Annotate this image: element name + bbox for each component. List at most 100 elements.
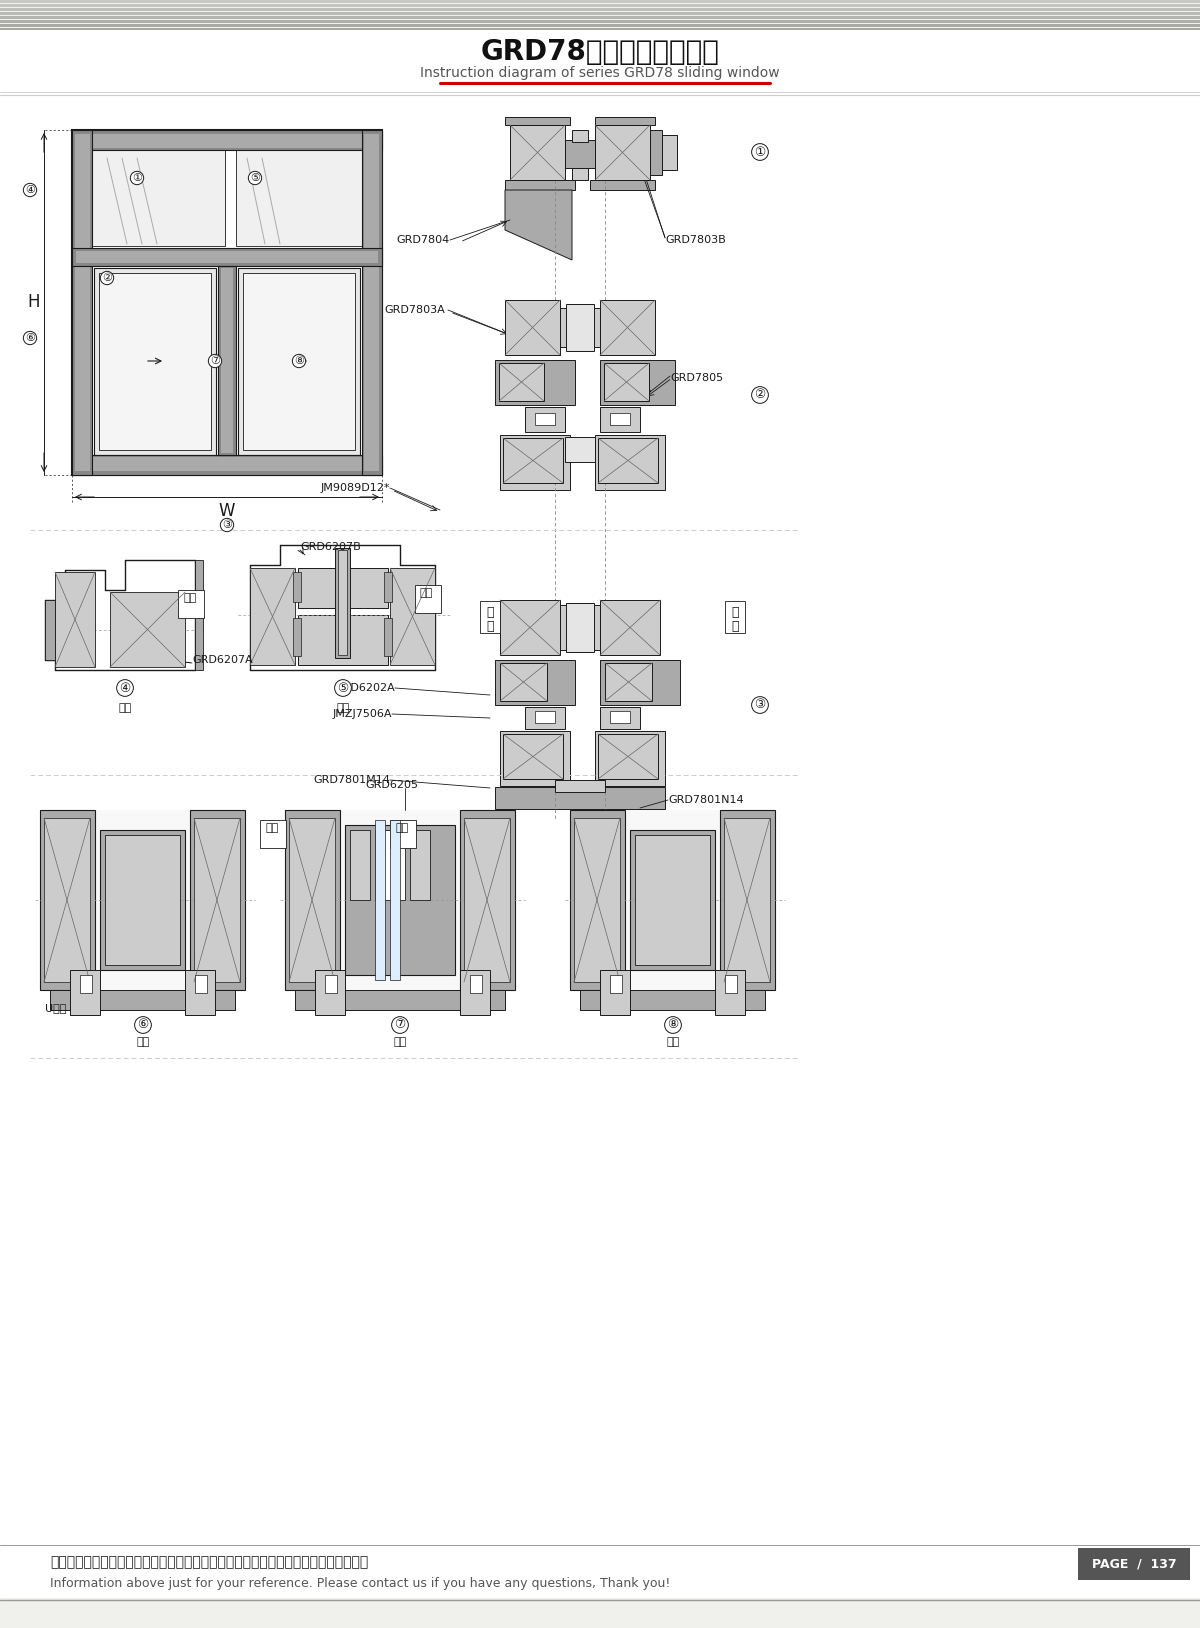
Text: 外: 外 [731, 620, 739, 633]
Bar [610, 711, 630, 723]
Text: GRD6205: GRD6205 [365, 780, 418, 790]
Bar [610, 414, 630, 425]
Bar [194, 817, 240, 982]
Bar [505, 300, 560, 355]
Bar [289, 817, 335, 982]
Bar [242, 274, 355, 449]
Bar [503, 734, 563, 780]
Bar [338, 550, 347, 654]
Bar [662, 135, 677, 169]
Text: GRD6207A: GRD6207A [192, 654, 253, 664]
Text: W: W [218, 501, 235, 519]
Bar [560, 308, 600, 347]
Bar [598, 438, 658, 484]
Text: H: H [28, 293, 41, 311]
Bar [325, 975, 337, 993]
Bar [286, 811, 340, 990]
Bar [605, 663, 652, 702]
Bar [72, 130, 382, 150]
Bar [298, 615, 388, 664]
Bar [238, 269, 360, 454]
Bar [298, 568, 388, 607]
Bar [650, 130, 662, 174]
Bar [526, 707, 565, 729]
Bar [0, 0, 1200, 3]
Bar [470, 975, 482, 993]
Bar [464, 817, 510, 982]
Text: GRD7803A: GRD7803A [384, 304, 445, 314]
Text: ②: ② [755, 389, 766, 402]
Bar [390, 821, 416, 848]
Bar [350, 830, 370, 900]
Bar [505, 117, 570, 125]
Bar [384, 571, 392, 602]
Bar [566, 602, 594, 651]
Bar [76, 251, 378, 264]
Bar [185, 970, 215, 1014]
Bar [595, 731, 665, 786]
Bar [500, 663, 547, 702]
Bar [72, 454, 382, 475]
Bar [0, 11, 1200, 15]
Bar [50, 990, 235, 1009]
Bar [635, 835, 710, 965]
Text: GRD78系列推拉窗结构图: GRD78系列推拉窗结构图 [480, 37, 720, 67]
Bar [600, 707, 640, 729]
Text: Information above just for your reference. Please contact us if you have any que: Information above just for your referenc… [50, 1576, 671, 1589]
Text: 室外: 室外 [666, 1037, 679, 1047]
Bar [364, 133, 379, 470]
Bar [572, 168, 588, 181]
Text: 室内: 室内 [182, 593, 197, 602]
Text: ③: ③ [755, 698, 766, 711]
Text: 图中所示型材截面、装配、编号、尺寸及重量仅供参考。如有疑问，请向本公司查询。: 图中所示型材截面、装配、编号、尺寸及重量仅供参考。如有疑问，请向本公司查询。 [50, 1555, 368, 1569]
Bar [600, 407, 640, 431]
Polygon shape [505, 190, 572, 260]
Bar [76, 133, 378, 148]
Text: ④: ④ [25, 186, 35, 195]
Text: GRD7801N14: GRD7801N14 [668, 794, 744, 804]
Bar [725, 975, 737, 993]
Bar [98, 274, 211, 449]
Bar [630, 830, 715, 970]
Text: 室: 室 [731, 606, 739, 619]
Bar [560, 606, 600, 650]
Bar [565, 436, 595, 462]
Bar [595, 117, 655, 125]
Bar [496, 786, 665, 809]
Text: ⑧: ⑧ [667, 1019, 679, 1032]
Bar [499, 363, 544, 400]
Bar [374, 830, 406, 900]
Bar [570, 811, 775, 990]
Bar [374, 821, 385, 980]
Bar [500, 731, 570, 786]
Bar [480, 601, 500, 633]
Bar [362, 130, 382, 475]
Text: 室外: 室外 [119, 703, 132, 713]
Text: GRD6202A: GRD6202A [335, 684, 395, 694]
Text: 室外: 室外 [394, 1037, 407, 1047]
Text: ②: ② [102, 274, 112, 283]
Bar [92, 150, 226, 246]
Bar [715, 970, 745, 1014]
Bar [314, 970, 346, 1014]
Text: GRD7801M14: GRD7801M14 [313, 775, 390, 785]
Bar [0, 3, 1200, 7]
Text: ⑦: ⑦ [210, 357, 220, 366]
Text: Instruction diagram of series GRD78 sliding window: Instruction diagram of series GRD78 slid… [420, 67, 780, 80]
Bar [0, 24, 1200, 28]
Bar [574, 817, 620, 982]
Text: 室内: 室内 [420, 588, 433, 597]
Bar [190, 811, 245, 990]
Bar [46, 601, 55, 659]
Bar [595, 435, 665, 490]
Bar [598, 734, 658, 780]
Bar [600, 659, 680, 705]
Bar [44, 817, 90, 982]
Bar [236, 150, 362, 246]
Bar [572, 130, 588, 142]
Bar [384, 619, 392, 656]
Bar [410, 830, 430, 900]
Text: GRD7805: GRD7805 [670, 373, 724, 383]
Bar [100, 830, 185, 970]
Bar [260, 821, 286, 848]
